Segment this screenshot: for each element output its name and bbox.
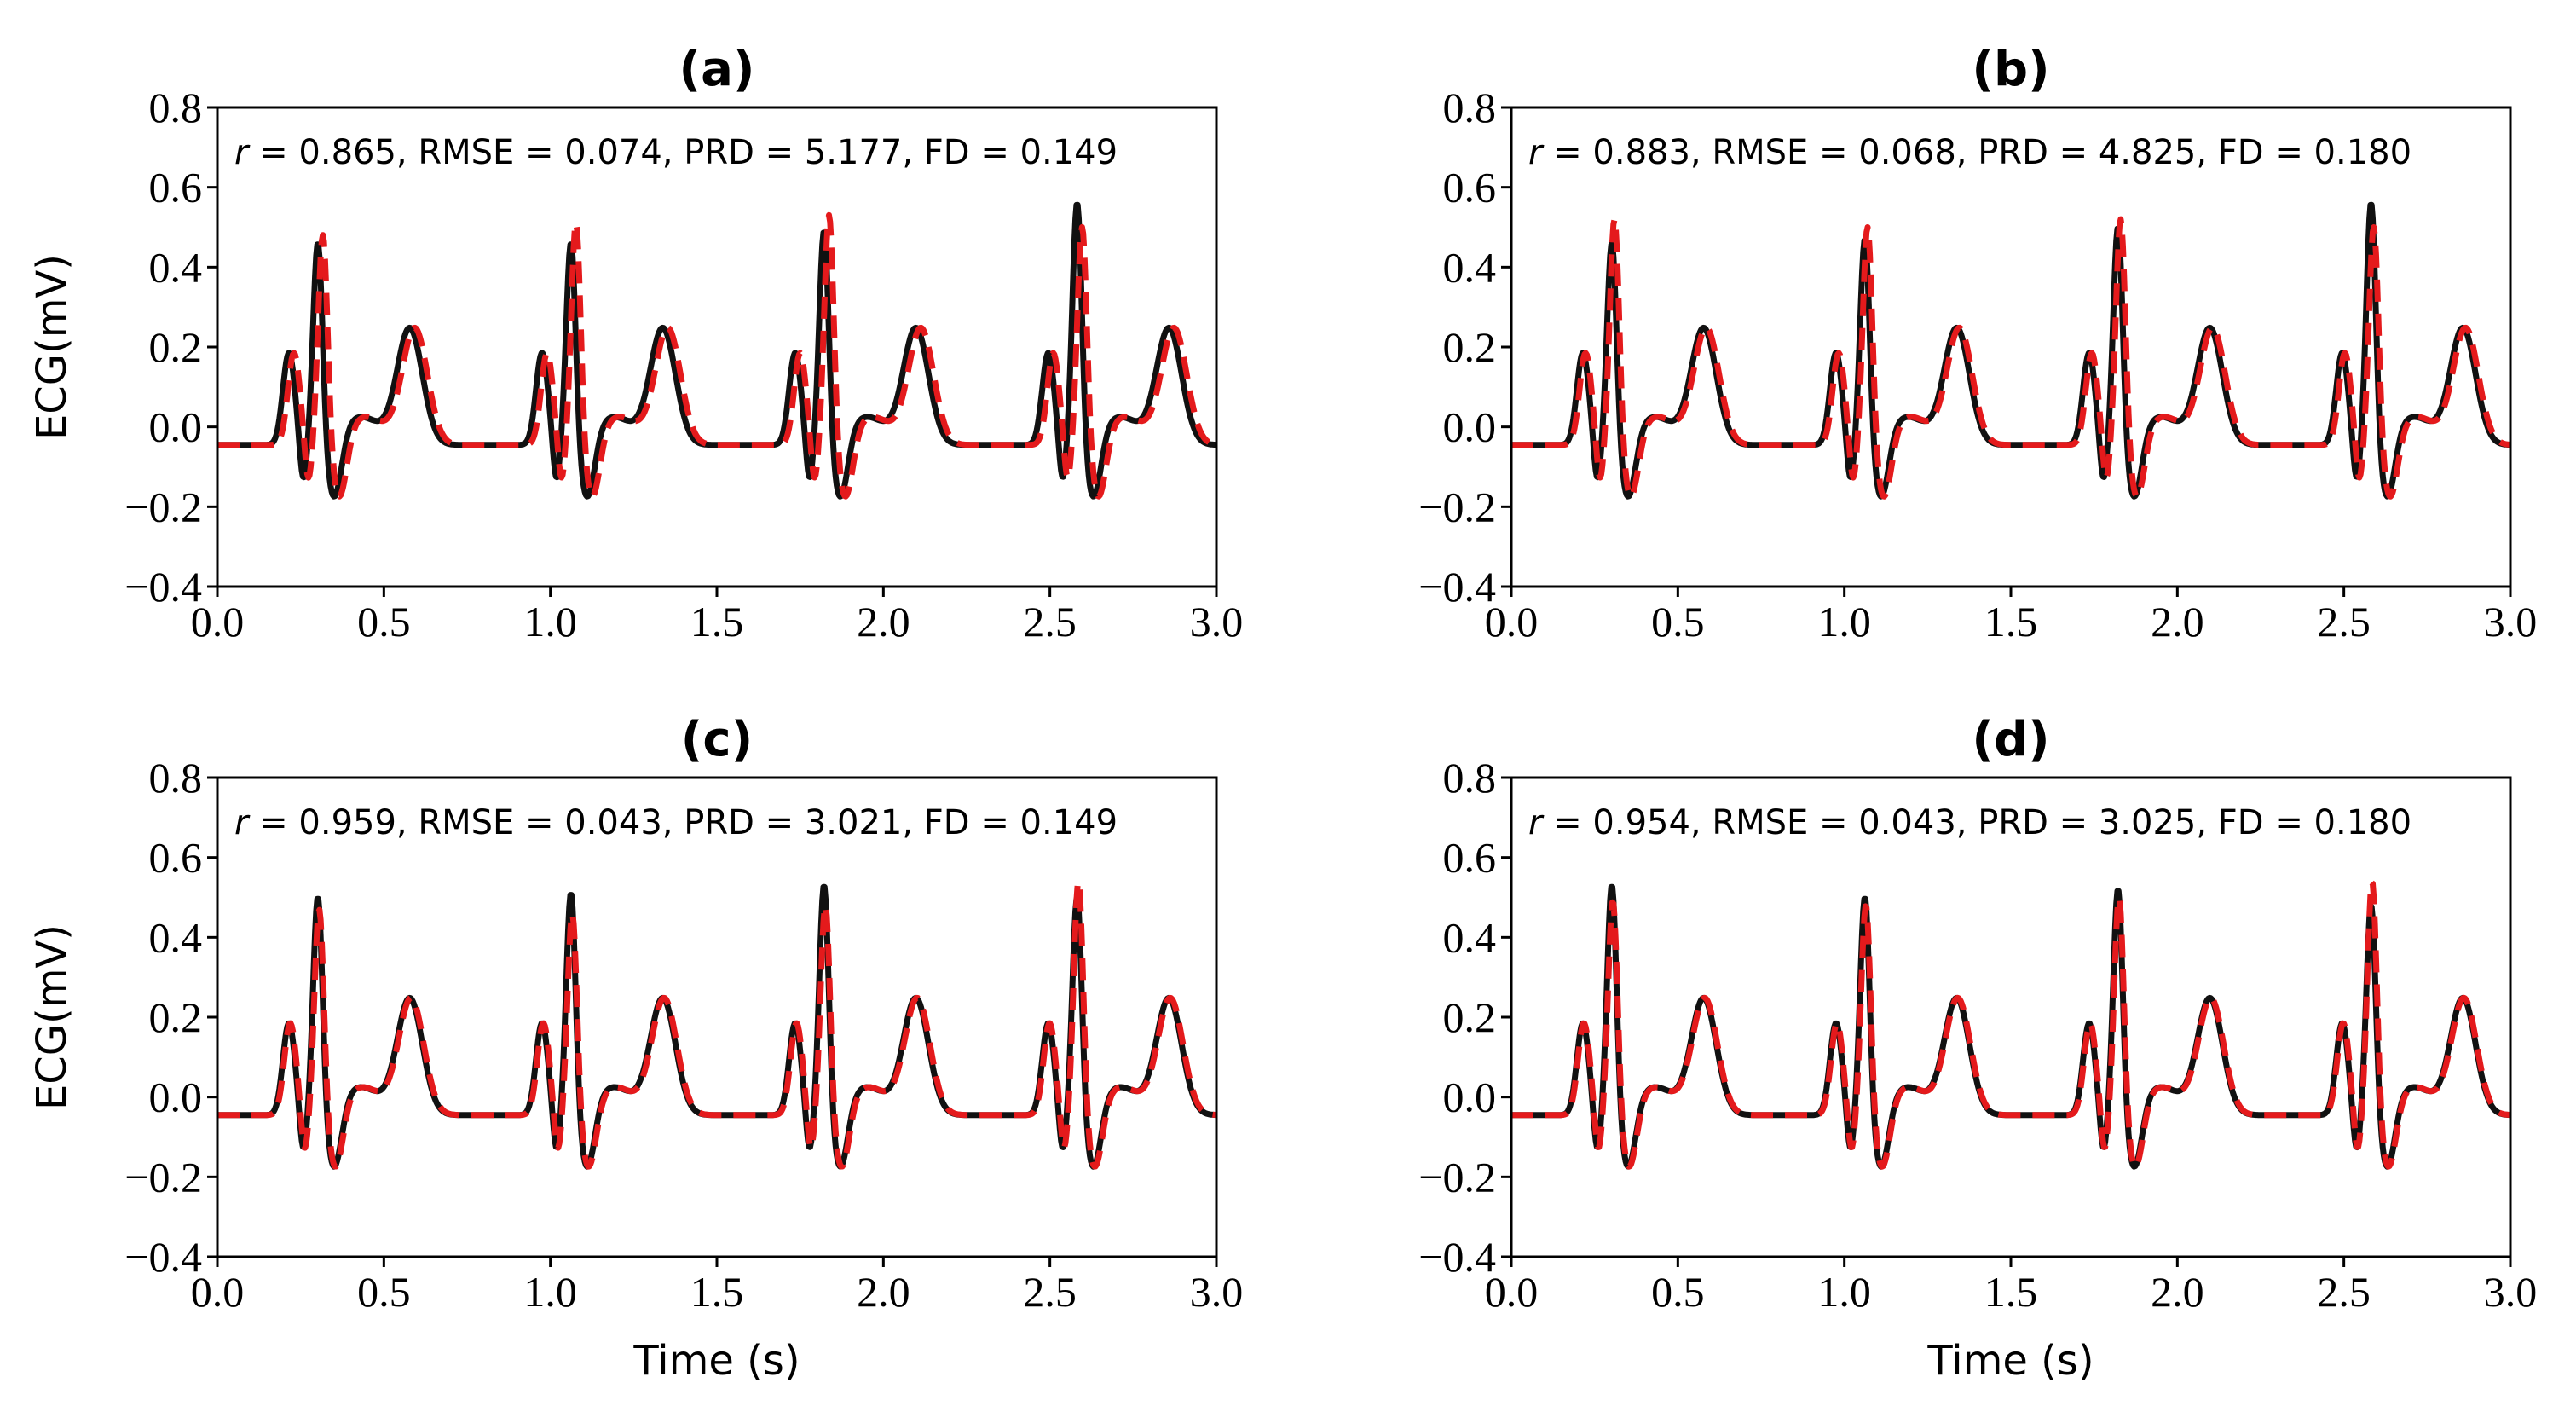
y-tick-label: 0.0 <box>1443 1073 1497 1121</box>
y-axis-label: ECG(mV) <box>28 924 76 1110</box>
y-tick-label: −0.2 <box>1418 483 1496 530</box>
traces <box>217 882 1216 1166</box>
x-tick-label: 3.0 <box>2484 598 2538 645</box>
x-tick-label: 1.5 <box>690 1268 744 1316</box>
axes-frame <box>217 107 1216 587</box>
y-tick-label: 0.6 <box>1443 834 1497 882</box>
axes-frame <box>217 778 1216 1257</box>
x-tick-label: 2.0 <box>2151 1268 2204 1316</box>
metrics-annotation: r = 0.883, RMSE = 0.068, PRD = 4.825, FD… <box>1528 133 2411 172</box>
y-tick-label: −0.4 <box>1418 1233 1496 1281</box>
reference-ecg-line <box>1511 205 2510 496</box>
ecg-figure: (a) 0.0 0.5 1.0 1.5 2.0 2.5 3.0 −0.4 −0.2 0.0 0.2 0.… <box>0 0 2576 1406</box>
axes-frame <box>1511 107 2510 587</box>
x-tick-label: 3.0 <box>1190 598 1244 645</box>
x-tick-label: 1.0 <box>523 598 577 645</box>
panel-a: (a)0.0 0.5 1.0 1.5 2.0 2.5 3.0−0.4−0.20.00.20.… <box>28 42 1243 645</box>
panel-title: (b) <box>1972 42 2049 97</box>
x-tick-label: 1.0 <box>1817 598 1871 645</box>
metric-values: = 0.883, RMSE = 0.068, PRD = 4.825, FD =… <box>1542 133 2411 172</box>
x-tick-label: 1.5 <box>690 598 744 645</box>
reconstructed-ecg-line <box>217 215 1216 496</box>
x-tick-label: 0.5 <box>1651 598 1705 645</box>
metric-values: = 0.959, RMSE = 0.043, PRD = 3.021, FD =… <box>248 803 1118 842</box>
x-tick-label: 2.5 <box>2317 598 2371 645</box>
x-tick-label: 1.5 <box>1984 1268 2038 1316</box>
y-tick-label: 0.4 <box>149 243 203 291</box>
x-tick-label: 2.5 <box>1023 1268 1077 1316</box>
x-tick-label: 0.5 <box>357 1268 411 1316</box>
metrics-annotation: r = 0.959, RMSE = 0.043, PRD = 3.021, FD… <box>234 803 1118 842</box>
y-tick-label: −0.2 <box>124 483 202 530</box>
x-tick-label: 1.0 <box>523 1268 577 1316</box>
y-tick-label: 0.6 <box>149 164 203 211</box>
y-tick-label: 0.0 <box>149 1073 203 1121</box>
x-tick-label: 2.5 <box>2317 1268 2371 1316</box>
metrics-annotation: r = 0.954, RMSE = 0.043, PRD = 3.025, FD… <box>1528 803 2411 842</box>
y-axis-label: ECG(mV) <box>28 254 76 440</box>
y-tick-label: 0.0 <box>1443 403 1497 451</box>
panel-title: (c) <box>681 712 753 767</box>
y-tick-label: 0.4 <box>149 913 203 961</box>
reference-ecg-line <box>1511 887 2510 1166</box>
y-tick-label: 0.4 <box>1443 913 1497 961</box>
x-tick-label: 2.0 <box>857 598 910 645</box>
traces <box>1511 882 2510 1166</box>
x-tick-label: 2.0 <box>857 1268 910 1316</box>
metric-values: = 0.954, RMSE = 0.043, PRD = 3.025, FD =… <box>1542 803 2411 842</box>
axes-frame <box>1511 778 2510 1257</box>
y-tick-label: 0.8 <box>149 754 203 801</box>
x-tick-label: 2.0 <box>2151 598 2204 645</box>
x-tick-label: 3.0 <box>1190 1268 1244 1316</box>
x-tick-label: 0.5 <box>1651 1268 1705 1316</box>
y-tick-label: 0.6 <box>149 834 203 882</box>
y-tick-label: −0.4 <box>124 563 202 610</box>
y-tick-label: −0.2 <box>124 1153 202 1201</box>
panel-b: (b)0.0 0.5 1.0 1.5 2.0 2.5 3.0−0.4−0.20.00.20.… <box>1418 42 2537 645</box>
x-axis-label: Time (s) <box>632 1337 800 1385</box>
traces <box>1511 205 2510 496</box>
y-tick-label: 0.0 <box>149 403 203 451</box>
panel-title: (d) <box>1972 712 2049 767</box>
panel-d: (d)0.0 0.5 1.0 1.5 2.0 2.5 3.0−0.4−0.20.00.20.… <box>1418 712 2537 1385</box>
metrics-annotation: r = 0.865, RMSE = 0.074, PRD = 5.177, FD… <box>234 133 1118 172</box>
y-tick-label: 0.4 <box>1443 243 1497 291</box>
traces <box>217 205 1216 496</box>
y-tick-label: 0.2 <box>1443 323 1497 371</box>
x-tick-label: 3.0 <box>2484 1268 2538 1316</box>
y-tick-label: 0.8 <box>1443 754 1497 801</box>
x-tick-label: 1.0 <box>1817 1268 1871 1316</box>
panel-title: (a) <box>679 42 755 97</box>
y-tick-label: −0.4 <box>124 1233 202 1281</box>
x-tick-label: 0.5 <box>357 598 411 645</box>
y-tick-label: 0.2 <box>149 993 203 1041</box>
y-tick-label: −0.4 <box>1418 563 1496 610</box>
panel-c: (c)0.0 0.5 1.0 1.5 2.0 2.5 3.0−0.4−0.20.00.20.… <box>28 712 1243 1385</box>
y-tick-label: 0.8 <box>1443 84 1497 131</box>
y-tick-label: 0.8 <box>149 84 203 131</box>
x-tick-label: 1.5 <box>1984 598 2038 645</box>
x-axis-label: Time (s) <box>1926 1337 2094 1385</box>
x-tick-label: 2.5 <box>1023 598 1077 645</box>
y-tick-label: −0.2 <box>1418 1153 1496 1201</box>
y-tick-label: 0.2 <box>1443 993 1497 1041</box>
y-tick-label: 0.6 <box>1443 164 1497 211</box>
metric-values: = 0.865, RMSE = 0.074, PRD = 5.177, FD =… <box>248 133 1118 172</box>
y-tick-label: 0.2 <box>149 323 203 371</box>
